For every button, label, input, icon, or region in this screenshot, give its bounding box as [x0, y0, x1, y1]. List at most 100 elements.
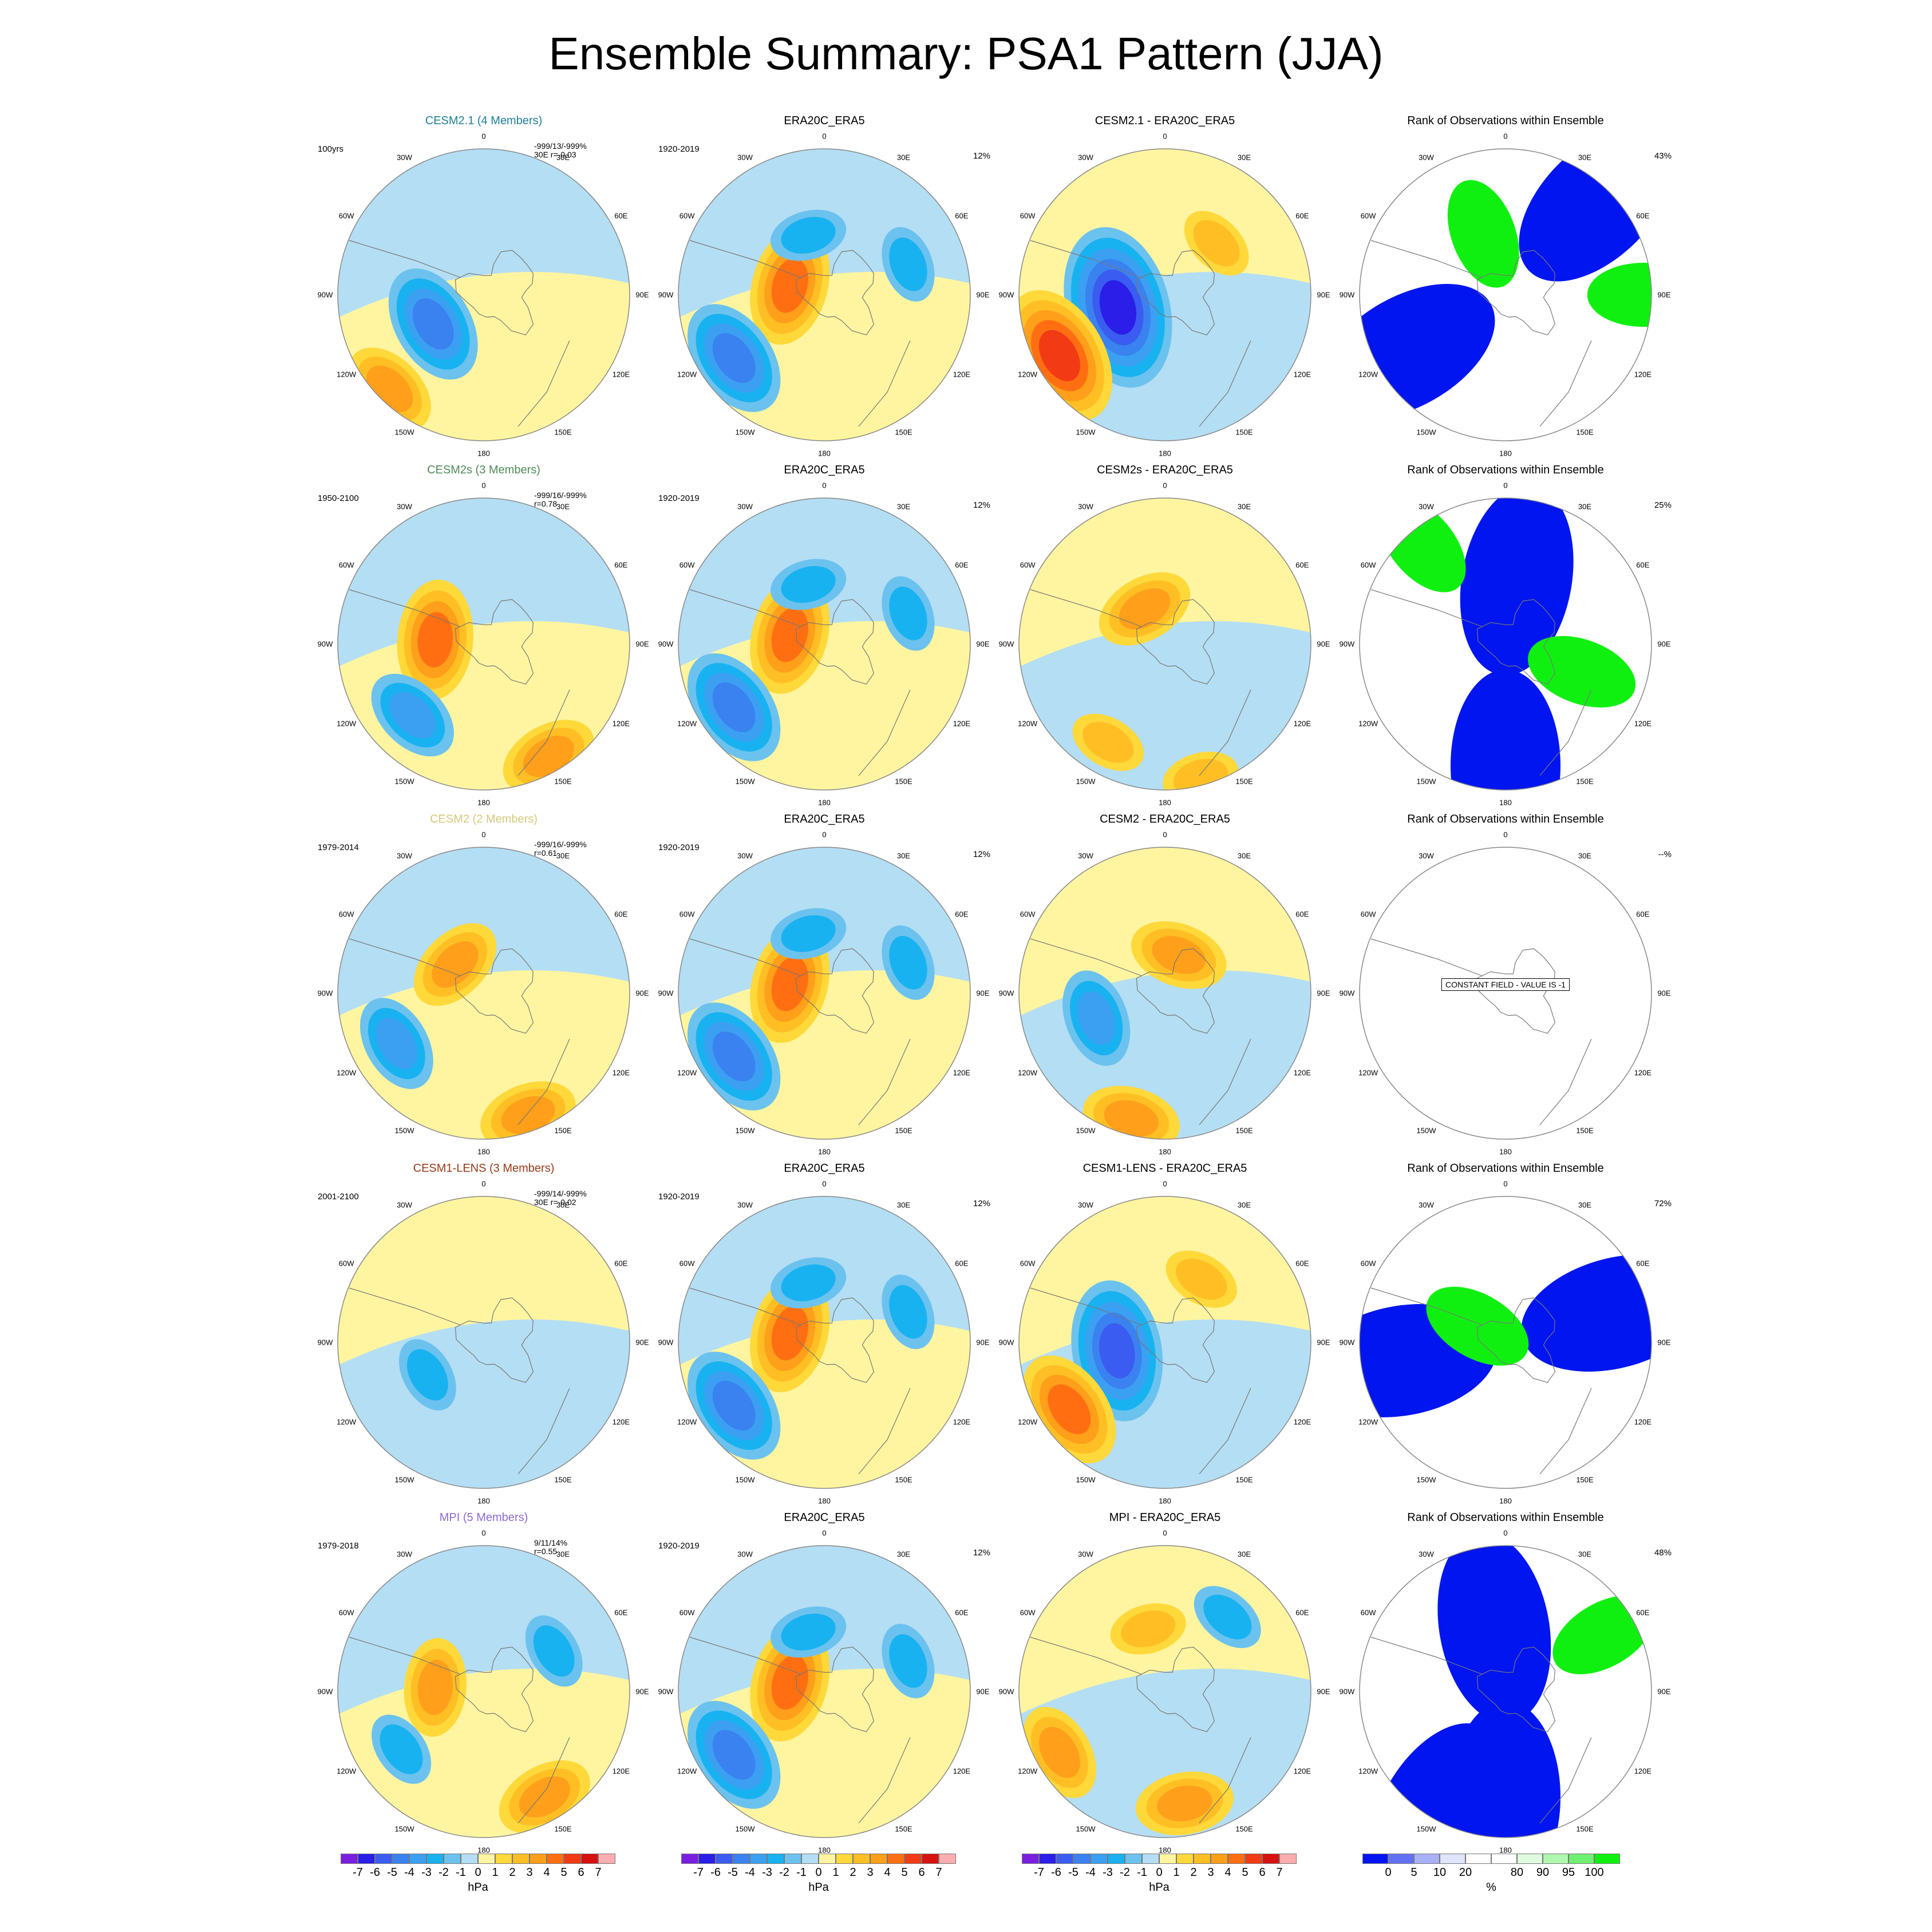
antarctica-coastline: [795, 599, 875, 685]
map-border: [1018, 148, 1311, 441]
longitude-label: 30E: [1237, 153, 1251, 162]
rank-percent: --%: [1658, 850, 1672, 859]
longitude-label: 0: [481, 481, 486, 490]
contour-pos-2-2: [1193, 220, 1240, 267]
rank-title: Rank of Observations within Ensemble: [1407, 1511, 1604, 1524]
colorbar-box: [681, 1854, 698, 1864]
south-america-coastline: [689, 1637, 802, 1675]
longitude-label: 0: [1503, 1179, 1508, 1188]
colorbar-box: [1194, 1854, 1211, 1864]
contour-neg-3-2: [889, 935, 927, 990]
longitude-label: 120E: [953, 1767, 971, 1775]
contour-pos-1-2: [1082, 721, 1134, 763]
longitude-label: 90W: [998, 639, 1014, 649]
longitude-label: 90E: [1317, 989, 1330, 998]
longitude-label: 60W: [679, 211, 695, 220]
model-stats: -999/14/-999% 30E r=-0.02: [534, 1190, 587, 1207]
longitude-label: 150E: [554, 1824, 572, 1834]
rank-region-green-3: [1447, 180, 1519, 288]
longitude-label: 120E: [1293, 370, 1311, 378]
longitude-label: 120W: [677, 719, 697, 728]
longitude-label: 30W: [1078, 851, 1093, 860]
contour-pos-2-3: [523, 736, 575, 777]
longitude-label: 60E: [955, 560, 969, 569]
colorbar-box: [922, 1854, 939, 1864]
longitude-label: 60E: [1295, 910, 1309, 918]
colorbar-box: [564, 1854, 581, 1864]
longitude-label: 60E: [1636, 910, 1650, 918]
map-border: [1359, 1545, 1652, 1838]
map-svg: [337, 148, 630, 441]
longitude-label: 60E: [955, 211, 969, 220]
colorbar-tick-label: -3: [1103, 1866, 1113, 1879]
longitude-label: 60E: [614, 1608, 628, 1617]
australia-coastline: [1199, 340, 1251, 427]
figure-title: Ensemble Summary: PSA1 Pattern (JJA): [548, 28, 1384, 79]
contour-pos-1-4: [1048, 1384, 1091, 1435]
colorbar-tick-label: 80: [1510, 1866, 1524, 1879]
contour-neg-1-4: [712, 1032, 756, 1082]
antarctica-coastline: [1476, 250, 1556, 335]
map-panel: 0 30E 60E 90E 120E 150E 180 150W 120W 90W 60W 30W CE…: [318, 1162, 650, 1506]
contour-pos-3-3: [1157, 1785, 1212, 1822]
longitude-label: 120W: [677, 1417, 697, 1426]
map-panel: 0 30E 60E 90E 120E 150E 180 150W 120W 90W 60W 30W ER…: [658, 813, 990, 1156]
longitude-label: 120E: [953, 1417, 971, 1426]
longitude-label: 120W: [677, 1068, 697, 1077]
longitude-label: 120W: [337, 1767, 357, 1775]
longitude-label: 90E: [635, 1687, 649, 1696]
longitude-label: 90W: [1339, 1687, 1355, 1696]
map-border: [678, 847, 971, 1140]
australia-coastline: [1199, 1737, 1251, 1824]
longitude-label: 120W: [1018, 1068, 1038, 1077]
south-america-coastline: [349, 240, 461, 278]
longitude-label: 180: [1499, 449, 1512, 458]
longitude-label: 30W: [737, 502, 753, 511]
map-border: [678, 148, 971, 441]
longitude-label: 150W: [1416, 1475, 1436, 1484]
longitude-label: 150E: [554, 428, 572, 437]
longitude-label: 30W: [1078, 153, 1093, 162]
map-panel: 0 30E 60E 90E 120E 150E 180 150W 120W 90W 60W 30W MP…: [318, 1511, 650, 1855]
colorbar-tick-label: 5: [1411, 1866, 1417, 1879]
map-svg: [1018, 847, 1311, 1140]
longitude-label: 120W: [1358, 1417, 1378, 1426]
australia-coastline: [517, 340, 570, 427]
colorbar-box: [1440, 1854, 1465, 1864]
longitude-label: 90W: [317, 1338, 333, 1347]
longitude-label: 90E: [1317, 639, 1330, 649]
obs-percent: 12%: [973, 151, 990, 161]
longitude-label: 90E: [976, 989, 990, 998]
colorbar-tick-label: 5: [901, 1866, 908, 1879]
longitude-label: 0: [1503, 1528, 1508, 1538]
longitude-label: 90E: [1657, 1338, 1671, 1347]
map-svg: [1018, 148, 1311, 441]
colorbar-tick-label: 0: [475, 1866, 481, 1879]
longitude-label: 120E: [612, 719, 630, 728]
map-border: [337, 148, 630, 441]
colorbar-tick-label: 100: [1585, 1866, 1604, 1879]
colorbar-box: [1176, 1854, 1194, 1864]
longitude-label: 60E: [1295, 1259, 1309, 1267]
longitude-label: 120W: [1018, 1767, 1038, 1775]
south-america-coastline: [689, 938, 802, 977]
colorbar-box: [1568, 1854, 1594, 1864]
diff-title: CESM1-LENS - ERA20C_ERA5: [1082, 1162, 1247, 1175]
longitude-label: 60E: [1295, 211, 1309, 220]
longitude-label: 60E: [1636, 211, 1650, 220]
longitude-label: 0: [481, 132, 486, 141]
longitude-label: 0: [1163, 481, 1167, 490]
colorbar-box: [1125, 1854, 1142, 1864]
map-panel: 0 30E 60E 90E 120E 150E 180 150W 120W 90W 60W 30W CE…: [999, 114, 1331, 458]
model-stats-2: 30E r=-0.03: [534, 150, 576, 159]
longitude-label: 0: [1163, 1528, 1167, 1538]
longitude-label: 30W: [397, 1200, 412, 1210]
colorbar-tick-label: 4: [543, 1866, 550, 1879]
colorbar-box: [1039, 1854, 1056, 1864]
rank-region-blue-1: [1437, 1546, 1551, 1723]
longitude-label: 30E: [1578, 1200, 1592, 1210]
longitude-label: 90E: [1657, 639, 1671, 649]
longitude-label: 60E: [614, 560, 628, 569]
longitude-label: 90E: [976, 290, 990, 299]
diff-title: CESM2s - ERA20C_ERA5: [1097, 464, 1233, 476]
